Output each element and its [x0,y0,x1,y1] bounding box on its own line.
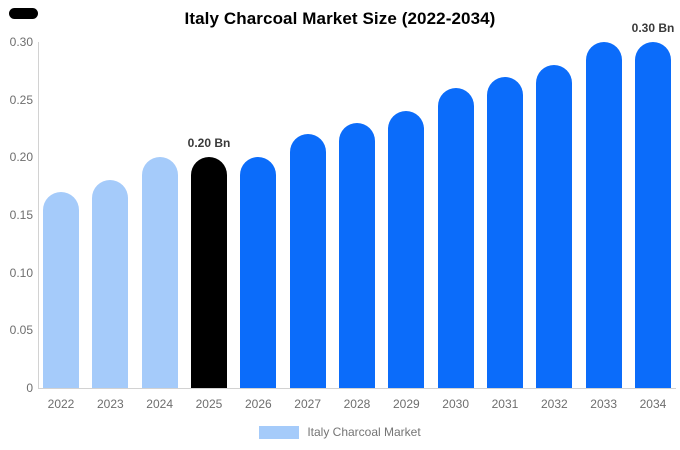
bar-2025 [190,157,227,388]
brand-mark [9,8,38,19]
y-tick-label: 0.25 [9,92,33,107]
y-tick-label: 0.10 [9,265,33,280]
bar-2027 [289,134,326,388]
x-tick-label: 2030 [442,397,469,411]
bar-2026 [240,157,277,388]
bar-2022 [43,192,79,388]
x-tick-label: 2025 [195,397,223,411]
x-tick-label: 2022 [47,397,75,411]
y-tick-label: 0.15 [9,208,33,223]
x-tick-label: 2023 [96,397,124,411]
x-tick-label: 2032 [540,397,568,411]
bar-2029 [388,111,425,388]
x-tick-label: 2024 [146,397,173,411]
data-label-2034: 0.30 Bn [631,21,675,36]
x-tick-label: 2034 [639,397,667,411]
x-tick-label: 2027 [294,397,321,411]
bar-2024 [141,157,178,388]
x-tick-label: 2028 [343,397,371,411]
bar-2032 [536,65,573,388]
data-label-2025: 0.20 Bn [187,136,231,151]
y-tick-label: 0.20 [9,150,33,165]
bar-2030 [437,88,474,388]
y-tick-label: 0.05 [9,323,33,338]
legend: Italy Charcoal Market [0,425,680,439]
bar-2028 [338,122,375,388]
chart-title: Italy Charcoal Market Size (2022-2034) [184,9,496,28]
x-tick-label: 2031 [491,397,519,411]
bar-2031 [486,76,523,388]
bar-2033 [585,42,622,388]
bar-2023 [92,180,129,388]
x-tick-label: 2033 [590,397,617,411]
y-tick-label: 0.30 [9,35,33,50]
y-axis-line [38,42,39,388]
x-tick-label: 2029 [392,397,420,411]
x-axis-baseline [38,388,676,389]
legend-swatch [259,425,300,439]
bar-2034 [634,42,671,388]
legend-label: Italy Charcoal Market [307,425,421,439]
y-tick-label: 0 [26,381,33,395]
x-tick-label: 2026 [244,397,272,411]
